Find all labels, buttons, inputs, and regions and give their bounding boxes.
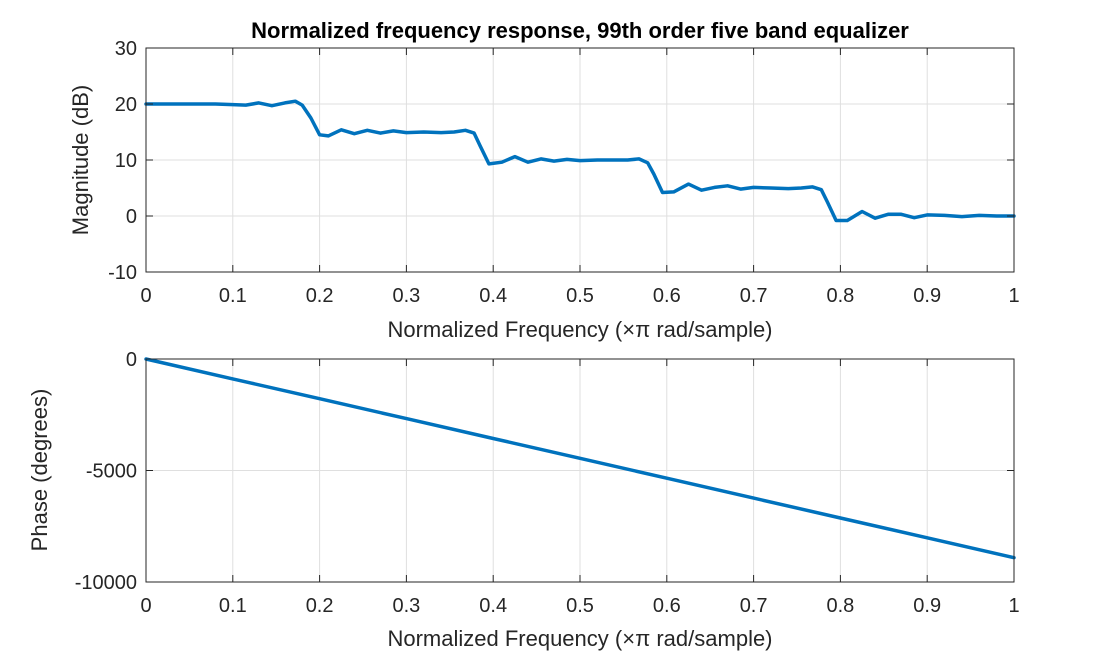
magnitude-x-tick-label: 0.6: [653, 285, 681, 307]
phase-x-tick-label: 0.4: [479, 595, 507, 617]
magnitude-x-tick-label: 0.7: [740, 285, 768, 307]
chart-title: Normalized frequency response, 99th orde…: [251, 18, 909, 43]
magnitude-x-tick-label: 0.5: [566, 285, 594, 307]
magnitude-y-ticks: -10 0 10 20 30: [108, 38, 1014, 284]
phase-grid: [145, 358, 1015, 583]
phase-x-tick-label: 0.5: [566, 595, 594, 617]
magnitude-x-ticks: 0 0.1 0.2 0.3 0.4 0.5 0.6 0.7 0.8 0.9 1: [140, 48, 1020, 307]
phase-x-axis-label: Normalized Frequency (×π rad/sample): [387, 626, 772, 651]
phase-y-tick-label: -10000: [75, 572, 137, 594]
magnitude-x-tick-label: 0.4: [479, 285, 507, 307]
magnitude-x-tick-label: 0.9: [913, 285, 941, 307]
phase-x-tick-label: 0.9: [913, 595, 941, 617]
magnitude-y-tick-label: -10: [108, 262, 137, 284]
phase-x-tick-label: 0.3: [392, 595, 420, 617]
magnitude-axes: 0 0.1 0.2 0.3 0.4 0.5 0.6 0.7 0.8 0.9 1 -100102030…: [68, 38, 1020, 342]
phase-y-axis-label: Phase (degrees): [27, 389, 52, 552]
phase-y-tick-label: 0: [126, 349, 137, 371]
phase-x-tick-label: 0: [140, 595, 151, 617]
magnitude-y-tick-label: 0: [126, 206, 137, 228]
phase-x-tick-label: 1: [1008, 595, 1019, 617]
phase-series-line: [144, 357, 1016, 560]
magnitude-x-tick-label: 0.1: [219, 285, 247, 307]
phase-y-ticks: -10000 -5000 0: [75, 349, 1014, 594]
magnitude-y-tick-label: 30: [115, 38, 137, 60]
magnitude-y-tick-label: 10: [115, 150, 137, 172]
phase-x-tick-label: 0.6: [653, 595, 681, 617]
phase-x-tick-label: 0.2: [306, 595, 334, 617]
magnitude-x-tick-label: 0.3: [392, 285, 420, 307]
magnitude-y-axis-label: Magnitude (dB): [68, 85, 93, 235]
phase-x-tick-label: 0.1: [219, 595, 247, 617]
phase-x-tick-label: 0.8: [826, 595, 854, 617]
phase-axes: 0 0.1 0.2 0.3 0.4 0.5 0.6 0.7 0.8 0.9 1 -10000 -500…: [27, 349, 1020, 651]
magnitude-plot-area: [144, 99, 1016, 223]
magnitude-x-tick-label: 0.2: [306, 285, 334, 307]
magnitude-x-axis-label: Normalized Frequency (×π rad/sample): [387, 317, 772, 342]
magnitude-x-tick-label: 1: [1008, 285, 1019, 307]
phase-x-ticks: 0 0.1 0.2 0.3 0.4 0.5 0.6 0.7 0.8 0.9 1: [140, 359, 1020, 617]
magnitude-x-tick-label: 0.8: [826, 285, 854, 307]
magnitude-x-tick-label: 0: [140, 285, 151, 307]
magnitude-y-tick-label: 20: [115, 94, 137, 116]
phase-x-tick-label: 0.7: [740, 595, 768, 617]
phase-y-tick-label: -5000: [86, 461, 137, 483]
magnitude-series-line: [144, 99, 1016, 223]
phase-plot-area: [144, 357, 1016, 560]
